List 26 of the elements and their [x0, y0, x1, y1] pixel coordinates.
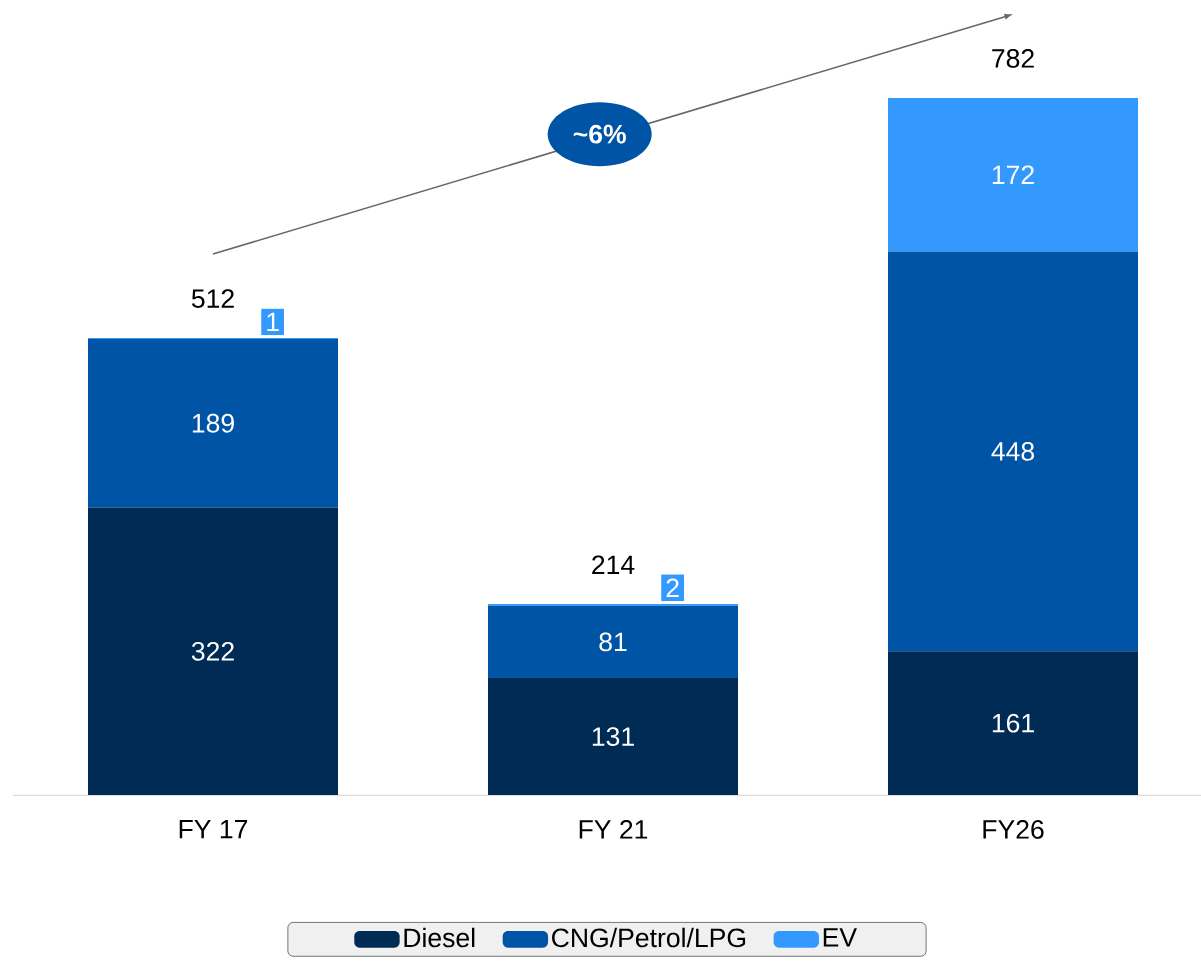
bar — [488, 605, 739, 679]
data-label: 131 — [592, 727, 634, 746]
legend-label: CNG/Petrol/LPG — [552, 927, 746, 948]
data-label: 189 — [192, 413, 234, 433]
bar — [88, 507, 339, 795]
x-tick-label: FY26 — [983, 820, 1044, 839]
data-label: 2 — [666, 578, 679, 598]
legend-label: Diesel — [404, 927, 475, 948]
data-label: 448 — [991, 441, 1035, 461]
bar — [88, 338, 339, 508]
x-tick-label: FY 21 — [579, 820, 648, 839]
data-label: 322 — [191, 641, 234, 661]
bar — [488, 678, 739, 795]
total-label: 782 — [992, 49, 1034, 68]
x-tick-label: FY 17 — [179, 820, 248, 839]
bar — [888, 251, 1139, 652]
legend-label: EV — [823, 928, 857, 947]
data-label: 172 — [992, 165, 1034, 184]
data-label: 161 — [992, 713, 1034, 733]
total-label: 214 — [592, 555, 635, 574]
annotation: ~6% — [573, 124, 626, 144]
bar — [888, 651, 1139, 795]
data-label: 1 — [267, 312, 279, 332]
data-label: 81 — [599, 632, 627, 652]
total-label: 512 — [191, 289, 234, 308]
bar — [888, 97, 1139, 252]
